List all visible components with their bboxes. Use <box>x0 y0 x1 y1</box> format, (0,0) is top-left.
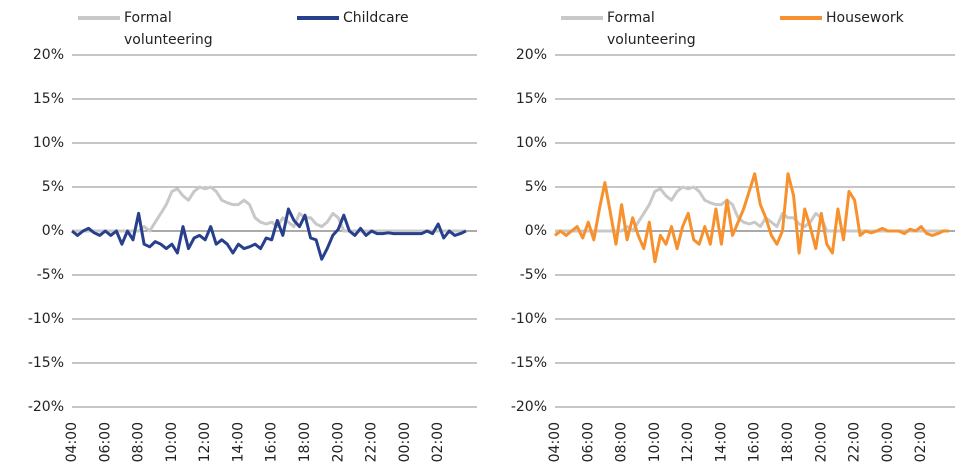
x-tick-label: 22:00 <box>364 422 380 462</box>
x-tick-label: 00:00 <box>880 422 896 462</box>
y-tick-label: 20% <box>516 47 547 63</box>
x-tick-label: 00:00 <box>397 422 413 462</box>
x-tick-label: 04:00 <box>64 422 80 462</box>
x-tick-label: 18:00 <box>780 422 796 462</box>
x-tick-label: 14:00 <box>713 422 729 462</box>
x-tick-label: 02:00 <box>913 422 929 462</box>
y-tick-label: -15% <box>511 355 547 371</box>
x-tick-label: 16:00 <box>264 422 280 462</box>
y-tick-label: -20% <box>511 399 547 415</box>
y-tick-label: 15% <box>516 91 547 107</box>
x-tick-label: 12:00 <box>197 422 213 462</box>
series-line <box>71 207 467 261</box>
y-tick-label: -5% <box>520 267 547 283</box>
y-tick-label: 15% <box>33 91 64 107</box>
series-line <box>554 172 949 264</box>
x-tick-label: 08:00 <box>131 422 147 462</box>
y-tick-label: -10% <box>28 311 64 327</box>
x-tick-label: 04:00 <box>547 422 563 462</box>
y-tick-label: 5% <box>42 179 64 195</box>
x-tick-label: 16:00 <box>747 422 763 462</box>
y-tick-label: -5% <box>37 267 64 283</box>
x-tick-label: 08:00 <box>614 422 630 462</box>
series-line <box>555 185 949 233</box>
y-tick-label: 0% <box>525 223 547 239</box>
legend-label: Formal volunteering <box>124 10 213 48</box>
y-tick-label: -20% <box>28 399 64 415</box>
x-tick-label: 06:00 <box>580 422 596 462</box>
x-tick-label: 14:00 <box>230 422 246 462</box>
y-tick-label: -10% <box>511 311 547 327</box>
x-tick-label: 12:00 <box>680 422 696 462</box>
x-tick-label: 20:00 <box>813 422 829 462</box>
x-tick-label: 02:00 <box>430 422 446 462</box>
y-tick-label: -15% <box>28 355 64 371</box>
x-tick-label: 20:00 <box>330 422 346 462</box>
y-tick-label: 0% <box>42 223 64 239</box>
legend-label: Housework <box>826 10 904 26</box>
y-tick-label: 20% <box>33 47 64 63</box>
x-tick-label: 10:00 <box>647 422 663 462</box>
y-tick-label: 5% <box>525 179 547 195</box>
y-tick-label: 10% <box>516 135 547 151</box>
legend-label: Childcare <box>343 10 409 26</box>
x-tick-label: 22:00 <box>847 422 863 462</box>
y-tick-label: 10% <box>33 135 64 151</box>
x-tick-label: 06:00 <box>97 422 113 462</box>
legend-label: Formal volunteering <box>607 10 696 48</box>
series-line <box>72 185 466 233</box>
x-tick-label: 18:00 <box>297 422 313 462</box>
x-tick-label: 10:00 <box>164 422 180 462</box>
